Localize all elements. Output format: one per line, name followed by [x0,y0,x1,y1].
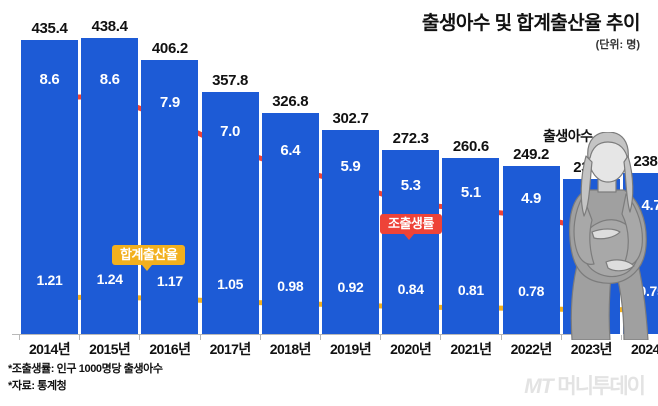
x-axis-tick-label: 2019년 [329,341,372,357]
crude-birth-rate-value-label: 6.4 [280,141,301,159]
bar-births [382,150,440,334]
x-axis-tick-mark [139,335,141,340]
watermark-logo: MT 머니투데이 [524,370,646,400]
total-fertility-rate-value-label: 1.17 [156,272,183,289]
x-axis-tick-mark [621,335,622,340]
crude-birth-rate-value-label: 7.9 [159,93,180,111]
legend-crude-birth-rate: 조출생률 [380,214,442,234]
x-axis-tick-label: 2020년 [390,341,432,357]
x-axis-tick-label: 2014년 [28,341,71,357]
bar-value-label: 272.3 [392,130,429,148]
x-axis-tick-label: 2017년 [209,341,252,357]
x-axis-tick-mark [259,335,261,340]
bar-value-label: 435.4 [31,20,68,38]
x-axis-tick-mark [560,335,562,340]
total-fertility-rate-value-label: 0.78 [518,282,545,299]
total-fertility-rate-value-label: 0.98 [277,277,304,294]
crude-birth-rate-value-label: 5.1 [460,183,481,201]
unit-label: (단위: 명) [595,39,640,51]
x-axis-tick-label: 2018년 [269,341,312,357]
x-axis-tick-label: 2023년 [570,341,613,357]
x-axis-tick-mark [19,335,20,340]
crude-birth-rate-value-label: 5.3 [400,177,421,195]
total-fertility-rate-value-label: 1.21 [36,271,63,288]
bar-value-label: 238.3 [633,153,658,171]
bar-births [502,165,560,334]
x-axis-tick-mark [199,335,201,340]
total-fertility-rate-value-label: 1.24 [96,271,123,287]
bar-value-label: 326.8 [272,93,309,111]
page-title: 출생아수 및 합계출산율 추이 [421,13,641,34]
legend-total-fertility-rate: 합계출산율 [112,245,186,265]
x-axis-tick-mark [500,335,502,340]
bar-value-label: 302.7 [332,109,369,127]
total-fertility-rate-value-label: 0.81 [457,281,484,298]
bar-births [261,113,319,334]
x-axis-tick-mark [320,335,321,340]
x-axis-tick-label: 2022년 [510,341,553,357]
legend-total-fertility-rate-pointer [142,265,152,271]
bar-births [21,40,78,334]
crude-birth-rate-value-label: 7.0 [220,122,241,140]
bar-value-label: 438.4 [91,18,128,35]
footnote-source: *자료: 통계청 [8,380,67,392]
bar-value-label: 260.6 [452,138,489,156]
bar-value-label: 249.2 [513,145,550,163]
crude-birth-rate-value-label: 8.6 [39,71,60,88]
watermark-name: 머니투데이 [557,375,646,398]
crude-birth-rate-value-label: 8.6 [99,71,120,88]
x-axis-tick-mark [440,335,442,340]
pregnant-woman-illustration [550,132,658,340]
crude-birth-rate-value-label: 4.9 [521,190,542,208]
bar-value-label: 406.2 [151,39,188,57]
bar-value-label: 357.8 [212,72,249,90]
footnote-crude-birth-rate: *조출생률: 인구 1000명당 출생아수 [8,363,163,375]
series-label-births: 출생아수 [543,128,593,144]
total-fertility-rate-value-label: 0.84 [397,281,424,297]
crude-birth-rate-value-label: 5.9 [340,157,361,175]
x-axis-tick-label: 2016년 [149,341,191,357]
bar-births [442,158,500,334]
total-fertility-rate-value-label: 0.92 [337,279,364,295]
bar-births [81,38,139,334]
bar-births [201,92,259,334]
crude-birth-rate-value-label: 4.7 [641,196,658,214]
legend-crude-birth-rate-pointer [404,234,414,240]
x-axis-tick-label: 2021년 [450,341,492,357]
x-axis-tick-mark [380,335,382,340]
x-axis-tick-mark [79,335,81,340]
x-axis-tick-label: 2024년 [630,341,658,357]
bar-births [141,59,199,334]
x-axis-tick-label: 2015년 [89,341,131,357]
x-axis-line [12,334,592,335]
total-fertility-rate-value-label: 1.05 [217,275,244,292]
bar-births [322,129,379,334]
watermark-mt: MT [524,375,553,398]
